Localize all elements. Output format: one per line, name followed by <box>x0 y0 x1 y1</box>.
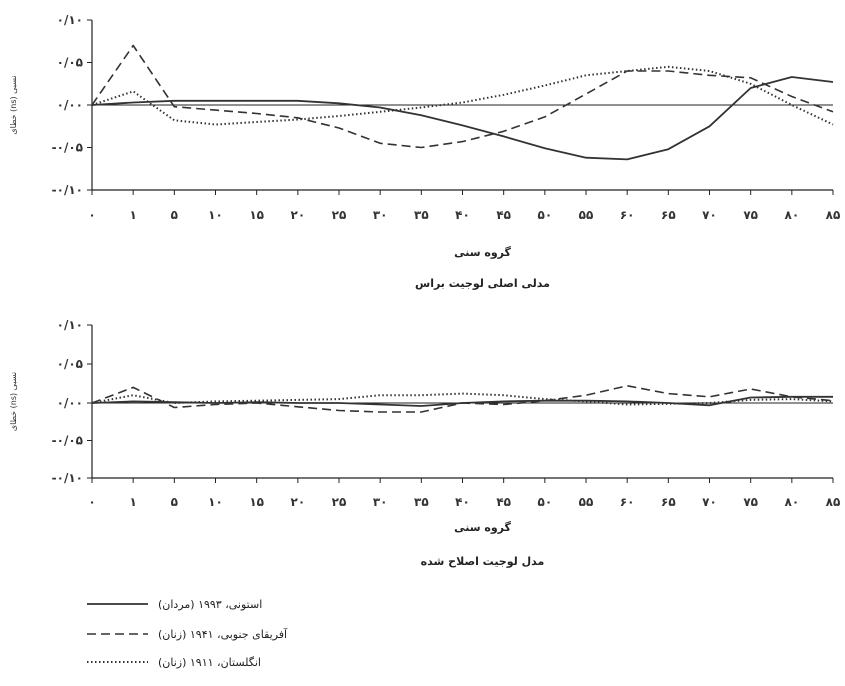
x-tick-label: ۱۰ <box>208 208 223 222</box>
x-tick-label: ۸۰ <box>785 495 800 509</box>
x-tick-label: ۱ <box>130 208 137 222</box>
chart-title: مدل لوجیت اصلاح شده <box>421 555 545 568</box>
x-tick-label: ۲۵ <box>332 208 347 222</box>
x-tick-label: ۲۰ <box>291 208 306 222</box>
x-tick-label: ۳۵ <box>414 208 429 222</box>
x-tick-label: ۶۵ <box>661 208 676 222</box>
x-tick-label: ۵۰ <box>538 495 553 509</box>
x-tick-label: ۱۵ <box>249 495 264 509</box>
x-tick-label: ۷۰ <box>702 208 717 222</box>
x-tick-label: ۰ <box>88 208 95 222</box>
y-tick-label: -۰/۱۰ <box>52 183 83 197</box>
x-tick-label: ۱ <box>130 495 137 509</box>
x-tick-label: ۷۰ <box>702 495 717 509</box>
chart-title: مدلی اصلی لوجیت براس <box>415 277 550 290</box>
x-tick-label: ۱۵ <box>249 208 264 222</box>
y-tick-label: ۰/۰۵ <box>57 56 83 70</box>
series-line-dotted <box>91 392 834 406</box>
x-tick-label: ۶۰ <box>620 495 635 509</box>
series-line-dashed <box>91 384 834 413</box>
x-tick-label: ۵۵ <box>579 495 594 509</box>
x-tick-label: ۵ <box>171 208 178 222</box>
y-axis-label: خطای (ns) نسبی <box>9 75 18 134</box>
x-axis-label: گروه سنی <box>454 521 511 534</box>
x-tick-label: ۴۰ <box>455 495 470 509</box>
x-tick-label: ۷۵ <box>743 208 758 222</box>
y-tick-label: ۰/۰۰ <box>57 396 83 410</box>
legend-label: استونی، ۱۹۹۳ (مردان) <box>158 598 262 611</box>
x-tick-label: ۷۵ <box>743 495 758 509</box>
y-tick-label: -۰/۱۰ <box>52 471 83 485</box>
series-line-solid <box>91 76 834 161</box>
x-tick-label: ۵ <box>171 495 178 509</box>
x-tick-label: ۶۰ <box>620 208 635 222</box>
x-tick-label: ۳۵ <box>414 495 429 509</box>
x-tick-label: ۰ <box>88 495 95 509</box>
x-tick-label: ۵۵ <box>579 208 594 222</box>
x-tick-label: ۸۰ <box>785 208 800 222</box>
x-tick-label: ۴۰ <box>455 208 470 222</box>
y-axis-label: خطای (ns) نسبی <box>9 372 18 431</box>
x-tick-label: ۶۵ <box>661 495 676 509</box>
x-tick-label: ۲۰ <box>291 495 306 509</box>
series-line-dashed <box>91 44 834 149</box>
x-axis-label: گروه سنی <box>454 246 511 259</box>
y-tick-label: -۰/۰۵ <box>52 141 83 155</box>
x-tick-label: ۴۵ <box>496 208 511 222</box>
y-tick-label: -۰/۰۵ <box>52 434 83 448</box>
x-tick-label: ۴۵ <box>496 495 511 509</box>
x-tick-label: ۳۰ <box>373 495 388 509</box>
x-tick-label: ۲۵ <box>332 495 347 509</box>
y-tick-label: ۰/۱۰ <box>57 318 83 332</box>
y-tick-label: ۰/۰۵ <box>57 357 83 371</box>
x-tick-label: ۸۵ <box>826 495 841 509</box>
x-tick-label: ۸۵ <box>826 208 841 222</box>
y-tick-label: ۰/۱۰ <box>57 13 83 27</box>
x-tick-label: ۵۰ <box>538 208 553 222</box>
y-tick-label: ۰/۰۰ <box>57 98 83 112</box>
x-tick-label: ۱۰ <box>208 495 223 509</box>
legend-label: انگلستان، ۱۹۱۱ (زنان) <box>158 656 261 669</box>
legend-label: آفریقای جنوبی، ۱۹۴۱ (زنان) <box>158 627 288 641</box>
x-tick-label: ۳۰ <box>373 208 388 222</box>
